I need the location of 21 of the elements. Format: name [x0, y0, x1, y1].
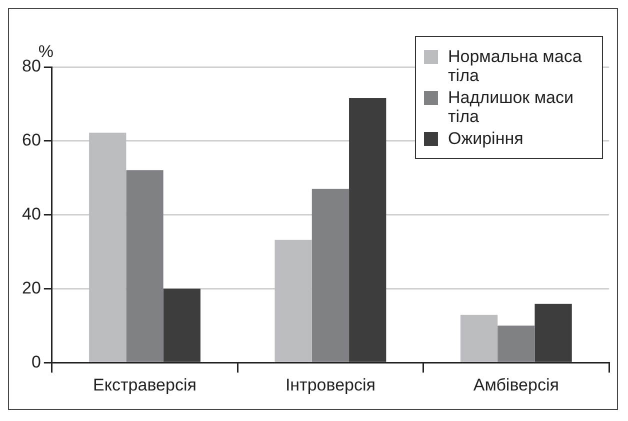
x-tick-label: Екстраверсія [93, 375, 196, 394]
y-tick-label: 60 [22, 130, 41, 150]
legend-label: Надлишок маси тіла [448, 88, 574, 126]
x-tick-label: Амбіверсія [473, 375, 559, 394]
bar [274, 240, 312, 362]
bar [89, 132, 126, 362]
bar [126, 170, 164, 362]
bar [349, 98, 386, 362]
legend-label: Нормальна маса тіла [448, 47, 583, 85]
bar [498, 326, 535, 362]
x-tick-label: Інтроверсія [285, 375, 376, 394]
y-tick-label: 80 [22, 56, 41, 76]
y-axis-title: % [38, 42, 54, 62]
y-tick-label: 20 [22, 278, 41, 298]
bar [460, 314, 498, 362]
bar [534, 304, 572, 362]
legend-label: Ожиріння [448, 129, 524, 148]
bar [312, 188, 350, 362]
bar [163, 288, 200, 362]
y-tick-label: 0 [31, 352, 41, 372]
y-tick-label: 40 [22, 204, 41, 224]
